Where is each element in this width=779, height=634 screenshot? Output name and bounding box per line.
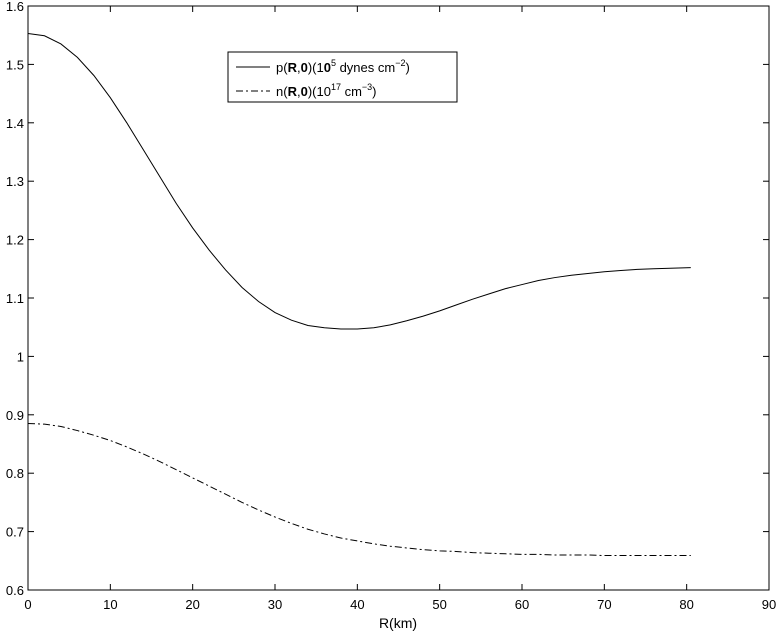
y-tick-label: 1.2 [6, 233, 24, 248]
legend: p(R,0)(105 dynes cm−2) n(R,0)(1017 cm−3) [227, 51, 458, 103]
legend-n-end: ) [372, 84, 376, 99]
legend-n-sup: 17 [331, 82, 341, 92]
y-tick-label: 0.8 [6, 466, 24, 481]
x-tick-label: 40 [350, 597, 364, 612]
legend-box [227, 51, 458, 103]
legend-n-comma: , [297, 84, 301, 99]
legend-n-b1: R [288, 84, 298, 99]
x-axis-label: R(km) [379, 615, 417, 631]
x-tick-label: 90 [762, 597, 776, 612]
x-tick-label: 30 [268, 597, 282, 612]
y-tick-label: 0.9 [6, 408, 24, 423]
y-tick-label: 1.6 [6, 0, 24, 14]
y-tick-label: 1.4 [6, 116, 24, 131]
series-line-0 [27, 32, 691, 330]
axis-ticks [27, 5, 770, 591]
y-tick-label: 1.3 [6, 174, 24, 189]
legend-p-mid: )(1 [308, 60, 324, 75]
y-tick-label: 0.7 [6, 525, 24, 540]
series-layer [27, 32, 691, 557]
x-tick-label: 50 [432, 597, 446, 612]
legend-n-pre: n( [276, 84, 288, 99]
legend-p-b1: R [288, 60, 298, 75]
tick-labels: 0 10 20 30 40 50 60 70 80 900.60.70.80.911.11.21.… [6, 0, 776, 612]
x-tick-label: 20 [185, 597, 199, 612]
y-tick-label: 1.5 [6, 57, 24, 72]
series-line-1 [27, 423, 691, 557]
legend-p-comma: , [297, 60, 301, 75]
y-tick-label: 0.6 [6, 583, 24, 598]
legend-p-unit-sup: −2 [395, 58, 405, 68]
legend-p-pre: p( [276, 60, 288, 75]
legend-p-b3: 0 [324, 60, 331, 75]
x-tick-label: 0 [24, 597, 31, 612]
legend-p-b2: 0 [301, 60, 308, 75]
x-tick-label: 80 [679, 597, 693, 612]
y-tick-label: 1 [17, 349, 24, 364]
x-tick-label: 60 [515, 597, 529, 612]
x-tick-label: 10 [103, 597, 117, 612]
x-tick-label: 70 [597, 597, 611, 612]
y-tick-label: 1.1 [6, 291, 24, 306]
legend-n-mid: )(10 [308, 84, 331, 99]
legend-n-post: cm [341, 84, 362, 99]
legend-entry-n: n(R,0)(1017 cm−3) [276, 82, 377, 99]
legend-p-post: dynes cm [336, 60, 395, 75]
legend-p-sup: 5 [331, 58, 336, 68]
legend-p-end: ) [405, 60, 409, 75]
legend-entry-p: p(R,0)(105 dynes cm−2) [276, 58, 410, 75]
legend-n-b2: 0 [301, 84, 308, 99]
legend-n-unit-sup: −3 [362, 82, 372, 92]
